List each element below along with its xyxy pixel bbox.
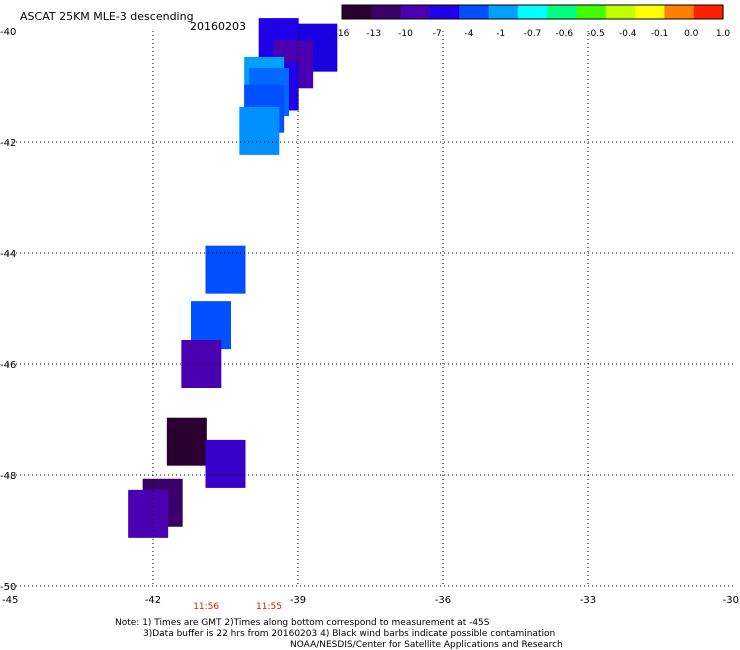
y-tick-1: -42 <box>0 138 16 149</box>
colorbar-label-6: -0.7 <box>524 29 542 39</box>
colorbar-label-5: -1 <box>496 29 505 39</box>
y-tick-2: -44 <box>0 249 16 260</box>
chart-date: 20160203 <box>190 20 246 33</box>
colorbar-segment-9 <box>605 5 636 19</box>
time-labels: 11:56 11:55 <box>193 602 282 612</box>
x-tick-4: -33 <box>580 595 596 606</box>
tick-labels: -45 -42 -39 -36 -33 -30 -40 -42 -44 -46 -48 -50 <box>0 27 739 606</box>
colorbar-label-9: -0.4 <box>619 29 637 39</box>
colorbar-label-8: -0.5 <box>587 29 605 39</box>
y-tick-0: -40 <box>0 27 16 38</box>
colorbar-frame <box>341 4 724 20</box>
colorbar-segment-1 <box>371 5 402 19</box>
colorbar-segment-8 <box>576 5 607 19</box>
data-cell-9 <box>205 245 246 294</box>
x-tick-3: -36 <box>435 595 451 606</box>
y-tick-4: -48 <box>0 471 16 482</box>
time-label-1: 11:55 <box>256 602 282 612</box>
x-tick-1: -42 <box>145 595 161 606</box>
colorbar-segment-6 <box>517 5 548 19</box>
colorbar-label-7: -0.6 <box>555 29 573 39</box>
colorbar-label-1: -13 <box>366 29 381 39</box>
colorbar-segment-3 <box>429 5 460 19</box>
data-cell-12 <box>166 417 207 466</box>
colorbar-label-12: 1.0 <box>716 29 731 39</box>
note-line-1: Note: 1) Times are GMT 2)Times along bot… <box>115 618 490 628</box>
gridlines <box>8 31 733 587</box>
x-tick-2: -39 <box>290 595 306 606</box>
colorbar-segment-4 <box>459 5 490 19</box>
note-line-2: 3)Data buffer is 22 hrs from 20160203 4)… <box>143 629 555 639</box>
colorbar-label-2: -10 <box>398 29 413 39</box>
chart-title: ASCAT 25KM MLE-3 descending <box>20 10 194 23</box>
data-cell-13 <box>205 439 246 488</box>
data-cell-11 <box>181 340 222 388</box>
colorbar-segment-10 <box>635 5 665 19</box>
x-tick-0: -45 <box>2 595 18 606</box>
data-cell-15 <box>128 489 169 538</box>
y-tick-3: -46 <box>0 360 16 371</box>
colorbar-label-4: -4 <box>465 29 474 39</box>
colorbar-segment-2 <box>400 5 431 19</box>
data-cells <box>128 18 338 538</box>
colorbar-segment-0 <box>342 5 372 19</box>
x-tick-5: -30 <box>723 595 739 606</box>
colorbar-label-11: 0.0 <box>684 29 699 39</box>
data-cell-8 <box>239 106 280 155</box>
colorbar-label-10: -0.1 <box>651 29 669 39</box>
note-line-3: NOAA/NESDIS/Center for Satellite Applica… <box>290 640 563 650</box>
colorbar-segment-7 <box>547 5 578 19</box>
colorbar-segment-12 <box>693 5 724 19</box>
time-label-0: 11:56 <box>193 602 219 612</box>
colorbar-label-0: -16 <box>335 29 350 39</box>
colorbar: -16 -13 -10 -7 -4 -1 -0.7 -0.6 -0.5 -0.4 -0.1 0.0 1.… <box>335 4 731 39</box>
y-tick-5: -50 <box>0 582 16 593</box>
colorbar-label-3: -7 <box>433 29 442 39</box>
colorbar-segment-5 <box>488 5 519 19</box>
colorbar-segment-11 <box>664 5 695 19</box>
